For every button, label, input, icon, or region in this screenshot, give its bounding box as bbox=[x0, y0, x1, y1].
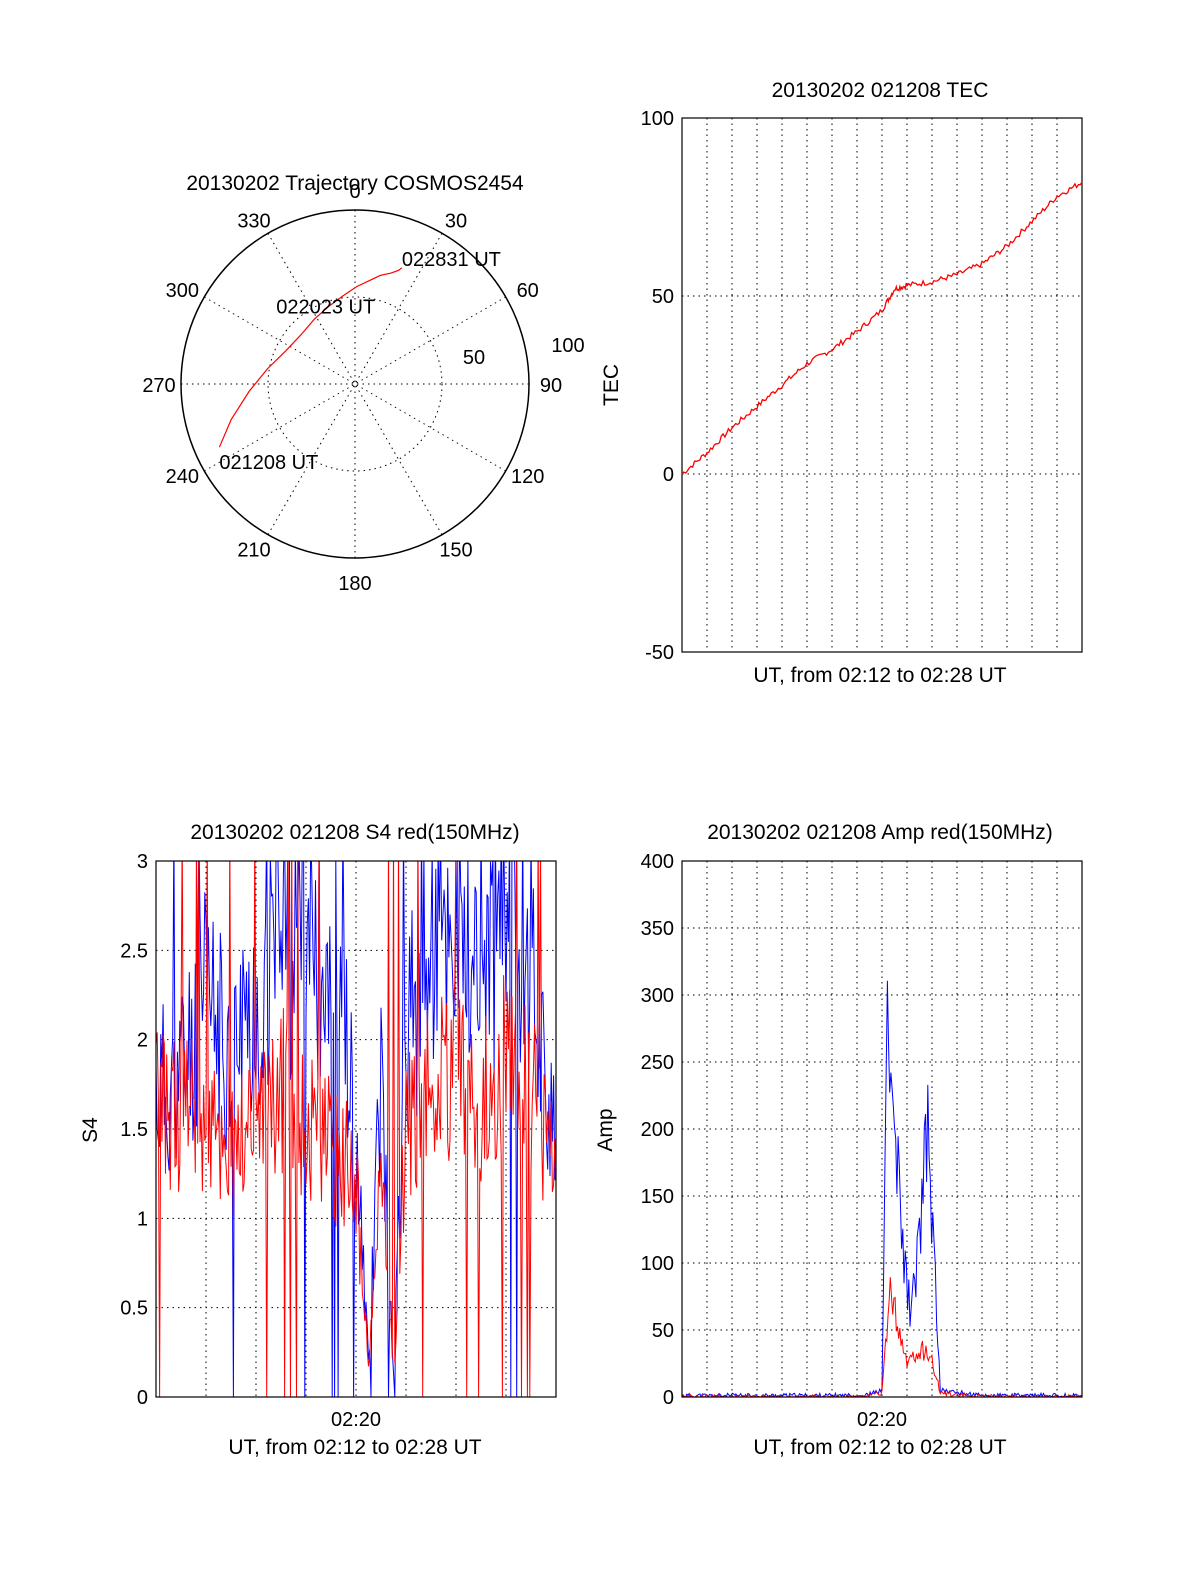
s4-chart: 20130202 021208 S4 red(150MHz) 0 0.5 1 1.5 2… bbox=[79, 821, 557, 1459]
polar-azimuth-label-90: 90 bbox=[540, 375, 562, 397]
polar-radial-label-100: 100 bbox=[551, 335, 584, 357]
y-tick-label: 100 bbox=[641, 1253, 674, 1275]
amp-grid bbox=[682, 861, 1082, 1397]
polar-trajectory-line bbox=[218, 267, 403, 448]
amp-x-tick-label: 02:20 bbox=[857, 1409, 907, 1431]
polar-azimuth-label-300: 300 bbox=[166, 280, 199, 302]
y-tick-label: 350 bbox=[641, 918, 674, 940]
amp-y-axis-label: Amp bbox=[594, 1108, 617, 1151]
y-tick-label: 2.5 bbox=[120, 940, 148, 962]
polar-azimuth-label-60: 60 bbox=[517, 280, 539, 302]
y-tick-label: 300 bbox=[641, 985, 674, 1007]
y-tick-label: 0 bbox=[137, 1387, 148, 1409]
polar-inner-circle bbox=[267, 296, 443, 472]
tec-grid bbox=[682, 118, 1082, 652]
y-tick-label: 400 bbox=[641, 851, 674, 873]
polar-outer-circle bbox=[180, 209, 530, 559]
y-tick-label: 2 bbox=[137, 1030, 148, 1052]
polar-spoke-30 bbox=[267, 233, 443, 535]
polar-annotation: 022831 UT bbox=[402, 249, 501, 271]
y-tick-label: 200 bbox=[641, 1119, 674, 1141]
y-tick-label: 3 bbox=[137, 851, 148, 873]
polar-azimuth-label-180: 180 bbox=[338, 573, 371, 595]
y-tick-label: 0 bbox=[663, 464, 674, 486]
tec-y-axis-label: TEC bbox=[600, 364, 623, 406]
amp-title: 20130202 021208 Amp red(150MHz) bbox=[707, 821, 1053, 844]
s4-plot-frame bbox=[155, 860, 557, 1398]
y-tick-label: 0.5 bbox=[120, 1298, 148, 1320]
polar-azimuth-labels: 0 30 60 90 120 150 180 210 240 270 300 330 bbox=[142, 181, 562, 595]
tec-series-line bbox=[681, 181, 1083, 475]
amp-plot-frame bbox=[681, 860, 1083, 1398]
polar-radial-label-50: 50 bbox=[463, 347, 485, 369]
polar-trajectory-chart: 20130202 Trajectory COSMOS2454 0 30 60 90 12… bbox=[142, 172, 584, 595]
y-tick-label: 1 bbox=[137, 1208, 148, 1230]
s4-y-ticks: 0 0.5 1 1.5 2 2.5 3 bbox=[120, 851, 148, 1409]
polar-azimuth-label-240: 240 bbox=[166, 466, 199, 488]
trace-group bbox=[682, 980, 1082, 1397]
y-tick-label: 0 bbox=[663, 1387, 674, 1409]
tec-title: 20130202 021208 TEC bbox=[772, 79, 989, 102]
polar-annotations: 022831 UT 022023 UT 021208 UT bbox=[219, 249, 501, 474]
polar-title: 20130202 Trajectory COSMOS2454 bbox=[186, 172, 524, 195]
s4-x-tick-label: 02:20 bbox=[331, 1409, 381, 1431]
amp-y-ticks: 0 50 100 150 200 250 300 350 400 bbox=[641, 851, 674, 1409]
polar-azimuth-label-120: 120 bbox=[511, 466, 544, 488]
red-series-line bbox=[682, 1277, 1082, 1397]
polar-azimuth-label-210: 210 bbox=[237, 540, 270, 562]
s4-y-axis-label: S4 bbox=[79, 1117, 102, 1143]
y-tick-label: 150 bbox=[641, 1186, 674, 1208]
s4-x-axis-label: UT, from 02:12 to 02:28 UT bbox=[228, 1436, 481, 1459]
y-tick-label: 1.5 bbox=[120, 1119, 148, 1141]
trace-group bbox=[156, 861, 556, 1397]
y-tick-label: -50 bbox=[645, 642, 674, 664]
tec-plot-frame bbox=[681, 117, 1083, 653]
polar-azimuth-label-330: 330 bbox=[237, 210, 270, 232]
y-tick-label: 50 bbox=[652, 286, 674, 308]
s4-traces bbox=[156, 861, 556, 1397]
s4-title: 20130202 021208 S4 red(150MHz) bbox=[190, 821, 519, 844]
tec-x-axis-label: UT, from 02:12 to 02:28 UT bbox=[753, 664, 1006, 687]
amp-chart: 20130202 021208 Amp red(150MHz) 0 50 100 15… bbox=[594, 821, 1083, 1459]
blue-series-line bbox=[682, 980, 1082, 1397]
polar-annotation: 022023 UT bbox=[276, 297, 375, 319]
red-series-line bbox=[156, 861, 556, 1397]
polar-azimuth-label-30: 30 bbox=[445, 210, 467, 232]
y-tick-label: 50 bbox=[652, 1320, 674, 1342]
polar-annotation: 021208 UT bbox=[219, 452, 318, 474]
polar-azimuth-label-150: 150 bbox=[439, 540, 472, 562]
tec-y-ticks: -50 0 50 100 bbox=[641, 108, 674, 664]
polar-spoke-150 bbox=[267, 233, 443, 535]
polar-azimuth-label-270: 270 bbox=[142, 375, 175, 397]
polar-azimuth-label-0: 0 bbox=[349, 181, 360, 203]
amp-x-axis-label: UT, from 02:12 to 02:28 UT bbox=[753, 1436, 1006, 1459]
tec-chart: 20130202 021208 TEC -50 0 50 100 TEC UT, fr… bbox=[600, 79, 1083, 687]
amp-traces bbox=[682, 980, 1082, 1397]
s4-grid bbox=[156, 861, 556, 1397]
y-tick-label: 250 bbox=[641, 1052, 674, 1074]
y-tick-label: 100 bbox=[641, 108, 674, 130]
